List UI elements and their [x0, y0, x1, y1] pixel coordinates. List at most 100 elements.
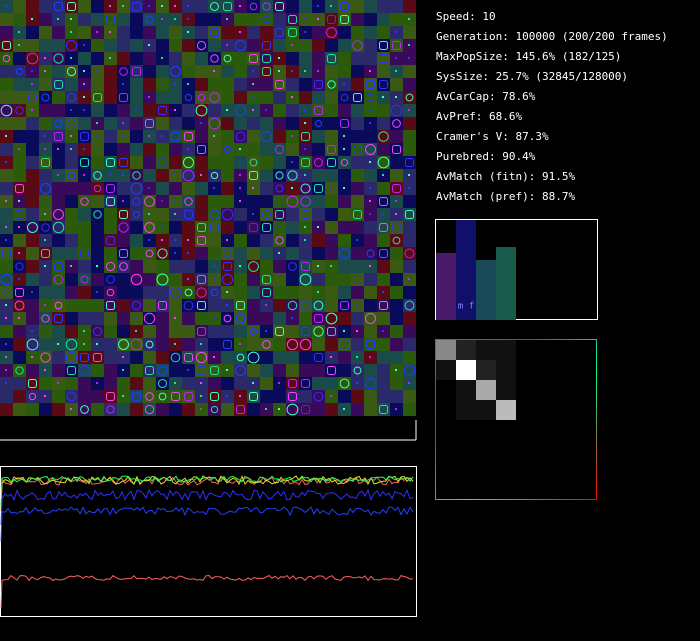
creature	[369, 161, 371, 163]
creature	[200, 382, 202, 384]
cell	[273, 234, 286, 247]
cell	[377, 104, 390, 117]
creature	[5, 356, 7, 358]
cell	[91, 0, 104, 13]
creature	[106, 236, 115, 245]
creature	[145, 366, 154, 375]
creature	[83, 174, 85, 176]
cell	[260, 338, 273, 351]
cell	[169, 260, 182, 273]
cell	[221, 52, 234, 65]
creature	[40, 352, 51, 363]
creature	[210, 366, 219, 375]
cell	[39, 286, 52, 299]
cell	[0, 143, 13, 156]
cell	[221, 156, 234, 169]
creature	[249, 327, 258, 336]
cell	[52, 0, 65, 13]
cell	[13, 351, 26, 364]
cell	[403, 221, 416, 234]
cell	[91, 299, 104, 312]
creature	[119, 158, 128, 167]
creature	[382, 174, 384, 176]
creature	[83, 109, 85, 111]
creature	[278, 57, 280, 59]
cell	[182, 169, 195, 182]
cell	[117, 143, 130, 156]
cell	[221, 143, 234, 156]
cell	[52, 325, 65, 338]
creature	[119, 262, 128, 271]
matrix-cell	[436, 400, 456, 420]
cell	[117, 286, 130, 299]
cell	[26, 377, 39, 390]
creature	[234, 364, 247, 377]
cell	[312, 312, 325, 325]
creature	[96, 343, 98, 345]
cell	[156, 299, 169, 312]
creature	[132, 210, 141, 219]
cell	[169, 325, 182, 338]
creature	[304, 226, 306, 228]
cell	[78, 195, 91, 208]
creature	[291, 70, 293, 72]
creature	[340, 301, 349, 310]
creature	[170, 352, 181, 363]
cell	[390, 169, 403, 182]
cell	[325, 234, 338, 247]
cell	[221, 273, 234, 286]
cell	[156, 273, 169, 286]
creature	[326, 27, 337, 38]
stat-line: Purebred: 90.4%	[436, 150, 536, 163]
creature	[249, 2, 258, 11]
creature	[187, 369, 189, 371]
cell	[325, 338, 338, 351]
cell	[351, 221, 364, 234]
creature	[200, 343, 202, 345]
cell	[208, 39, 221, 52]
creature	[262, 67, 271, 76]
creature	[119, 249, 128, 258]
creature	[148, 213, 150, 215]
stat-line: SysSize: 25.7% (32845/128000)	[436, 70, 628, 83]
cell	[52, 260, 65, 273]
creature	[184, 93, 193, 102]
cell	[117, 91, 130, 104]
creature	[161, 226, 163, 228]
cell	[208, 247, 221, 260]
cell	[182, 338, 195, 351]
creature	[5, 304, 7, 306]
creature	[343, 135, 345, 137]
cell	[156, 169, 169, 182]
creature	[314, 106, 323, 115]
cell	[390, 286, 403, 299]
cell	[195, 221, 208, 234]
cell	[247, 286, 260, 299]
cell	[260, 78, 273, 91]
cell	[351, 260, 364, 273]
cell	[260, 65, 273, 78]
cell	[65, 221, 78, 234]
creature	[41, 314, 50, 323]
creature	[187, 252, 189, 254]
creature	[66, 391, 77, 402]
cell	[91, 182, 104, 195]
cell	[390, 390, 403, 403]
creature	[130, 338, 143, 351]
cell	[338, 312, 351, 325]
cell	[78, 0, 91, 13]
creature	[379, 197, 388, 206]
creature	[183, 300, 194, 311]
creature	[132, 67, 141, 76]
cell	[377, 117, 390, 130]
cell	[104, 273, 117, 286]
cell	[351, 13, 364, 26]
creature	[275, 80, 284, 89]
cell	[351, 195, 364, 208]
creature	[187, 5, 189, 7]
creature	[286, 403, 299, 416]
creature	[70, 148, 72, 150]
cell	[143, 390, 156, 403]
history-line	[0, 475, 414, 511]
cell	[0, 104, 13, 117]
